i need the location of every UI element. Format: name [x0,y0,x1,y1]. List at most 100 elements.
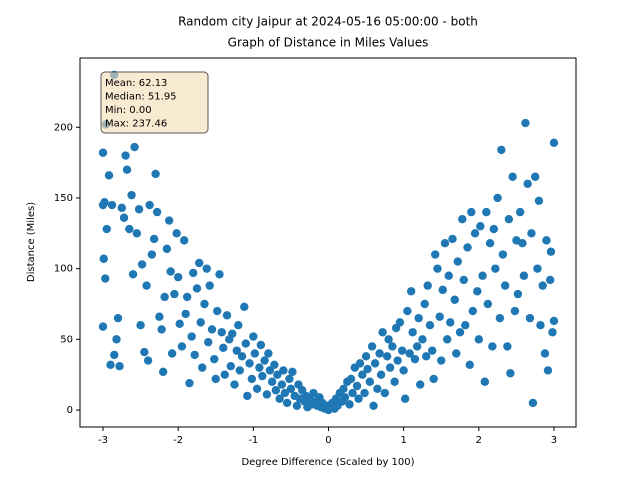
scatter-point [458,214,467,224]
scatter-point [182,292,192,302]
scatter-point [500,281,510,290]
scatter-point [250,349,260,358]
scatter-point [205,281,214,290]
scatter-point [147,250,157,259]
scatter-point [367,342,377,351]
x-tick-label: 2 [476,435,482,446]
x-tick-label: -2 [173,435,183,446]
scatter-point [106,360,115,369]
scatter-point [378,328,387,337]
scatter-point [195,258,204,268]
scatter-point [102,224,111,234]
scatter-point [264,349,273,358]
scatter-point [538,281,547,290]
scatter-point [249,332,258,341]
stats-text: Max: 237.46 [105,119,167,130]
scatter-point [190,350,199,360]
scatter-point [518,239,527,248]
scatter-point [220,370,229,379]
scatter-point [361,352,371,361]
scatter-point [119,213,129,222]
stats-text: Mean: 62.13 [105,78,167,89]
scatter-point [523,179,532,189]
scatter-point [365,377,375,386]
scatter-point [309,388,318,398]
scatter-point [140,347,149,357]
scatter-point [519,271,529,280]
scatter-point [352,381,362,391]
scatter-point [170,289,179,299]
scatter-point [134,205,144,214]
scatter-point [137,260,147,269]
x-tick-label: 1 [400,435,406,446]
scatter-point [478,271,487,280]
scatter-point [217,328,226,337]
scatter-point [136,321,145,330]
scatter-point [98,322,108,331]
scatter-point [543,366,553,375]
scatter-point [415,380,425,389]
scatter-point [158,367,168,377]
scatter-point [489,224,499,234]
scatter-point [476,222,485,231]
scatter-point [348,388,357,398]
scatter-point [215,270,224,279]
scatter-point [270,360,279,369]
scatter-point [243,391,252,401]
scatter-point [370,359,380,368]
scatter-point [533,264,542,273]
scatter-point [493,193,502,203]
scatter-point [369,401,378,410]
scatter-point [166,267,175,276]
scatter-point [540,349,550,358]
scatter-point [495,313,505,323]
scatter-point [525,313,535,323]
stats-text: Median: 51.95 [105,92,177,103]
plot-frame [79,57,577,428]
scatter-point [115,362,124,371]
scatter-point [455,328,465,337]
scatter-point [187,332,196,341]
scatter-point [399,366,408,375]
scatter-point [167,349,177,358]
scatter-point [173,272,183,282]
scatter-point [286,384,296,394]
scatter-point [393,356,402,365]
scatter-point [285,374,294,384]
stats-box [100,71,209,134]
scatter-point [256,340,266,350]
scatter-point [488,342,497,351]
scatter-point [384,335,393,344]
scatter-point [211,374,220,384]
scatter-point [463,243,472,252]
scatter-point [260,356,269,365]
scatter-point [179,236,189,245]
x-tick-label: -3 [98,435,108,446]
scatter-point [358,370,367,379]
scatter-point [185,378,194,388]
scatter-point [403,306,412,316]
scatter-point [435,312,444,321]
scatter-point [210,354,219,364]
scatter-point [425,321,435,330]
scatter-point [504,214,514,224]
scatter-point [142,281,151,290]
scatter-point [207,325,217,334]
scatter-point [117,203,126,213]
scatter-point [485,239,495,248]
scatter-point [453,257,462,266]
y-tick-label: 50 [60,334,73,345]
scatter-point [420,299,429,309]
scatter-point [127,190,136,200]
scatter-point [245,359,254,368]
scatter-point [192,284,202,293]
scatter-point [267,377,277,386]
scatter-point [345,400,354,409]
scatter-point [363,364,372,374]
scatter-point [468,306,478,316]
scatter-point [271,386,281,395]
scatter-point [473,287,482,296]
scatter-point [437,356,446,365]
scatter-point [151,169,160,179]
scatter-point [279,366,288,375]
